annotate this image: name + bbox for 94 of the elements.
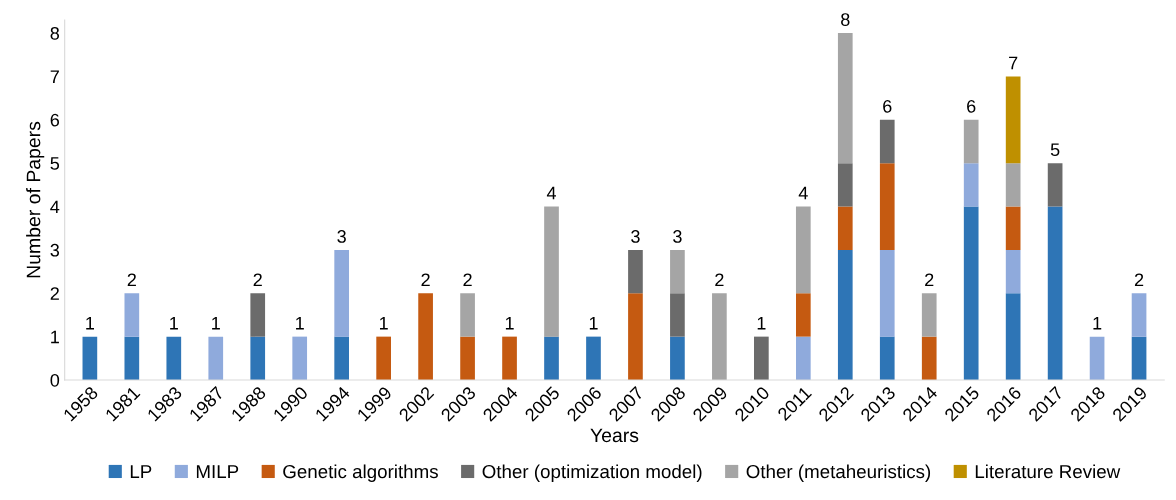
legend-label: Literature Review [975,464,1121,479]
bar [712,293,727,380]
total-label: 3 [631,230,640,243]
total-label: 4 [546,186,556,200]
bar [837,33,853,164]
total-label: 6 [883,99,892,113]
total-label: 1 [757,316,766,330]
y-tick-label: 8 [50,26,60,40]
x-axis-title: Years [590,428,639,443]
y-tick-label: 1 [51,330,59,344]
bar [795,206,811,294]
bar [586,336,601,380]
bar [1047,163,1063,207]
bar [544,206,559,337]
bar [1047,206,1063,380]
bar [670,336,685,380]
y-tick-label: 2 [50,287,59,300]
total-label: 7 [1009,56,1018,70]
total-label: 4 [798,186,808,200]
bar [628,249,643,294]
total-label: 2 [421,273,430,287]
y-tick-label: 7 [50,70,59,83]
bar [837,206,853,250]
total-label: 2 [127,273,136,287]
bar [208,336,224,380]
legend-label: Other (optimization model) [482,464,702,482]
bar [250,336,266,380]
bar [250,293,266,337]
bar [1005,206,1021,250]
y-tick-label: 6 [50,113,60,127]
legend-label: LP [130,465,152,479]
total-label: 1 [86,316,94,330]
total-label: 1 [212,316,220,330]
bar [795,336,811,380]
bar [460,293,475,337]
total-label: 1 [170,316,178,330]
total-label: 2 [253,273,262,287]
bar [921,293,937,337]
total-label: 1 [505,316,514,330]
bar [1005,76,1021,164]
bar [1005,163,1021,207]
bar [879,249,895,337]
total-label: 2 [715,273,724,287]
bar [963,163,979,207]
bar [879,119,895,164]
bar [1005,293,1021,380]
bar [1005,249,1021,294]
total-label: 1 [379,316,388,330]
bar [544,336,559,380]
total-label: 3 [337,230,346,243]
bar [963,206,979,380]
legend-label: Genetic algorithms [283,464,438,482]
bar [292,336,308,380]
legend-label: Other (metaheuristics) [746,464,931,482]
bar [334,336,350,380]
bar [837,249,853,380]
total-label: 1 [296,316,304,330]
total-label: 8 [841,13,850,26]
bar [334,249,350,337]
bar [795,293,811,337]
bar [502,336,517,380]
y-tick-label: 0 [50,373,60,387]
bar [460,336,475,380]
y-tick-label: 3 [50,243,60,257]
bar [837,163,853,207]
total-label: 1 [589,316,598,330]
bar [963,119,979,164]
bar [1131,293,1147,337]
y-tick-label: 4 [50,200,60,214]
total-label: 2 [1134,273,1144,287]
total-label: 5 [1050,143,1060,157]
y-axis-title: Number of Papers [26,121,45,278]
bar [670,249,685,294]
total-label: 6 [967,99,976,113]
bar [628,293,643,380]
legend-label: MILP [196,465,239,479]
bar [879,336,895,380]
total-label: 1 [1093,316,1102,330]
bar [376,336,391,380]
bar [670,293,685,337]
bar [124,293,140,337]
bar [921,336,937,380]
total-label: 3 [673,230,682,243]
bar [1131,336,1147,380]
bar [82,336,98,380]
bar [166,336,182,380]
bar [418,293,433,380]
bar [754,336,769,380]
bar [1089,336,1105,380]
bar [124,336,140,380]
total-label: 2 [925,273,934,287]
y-tick-label: 5 [50,157,60,170]
bar [879,163,895,250]
total-label: 2 [463,273,472,287]
